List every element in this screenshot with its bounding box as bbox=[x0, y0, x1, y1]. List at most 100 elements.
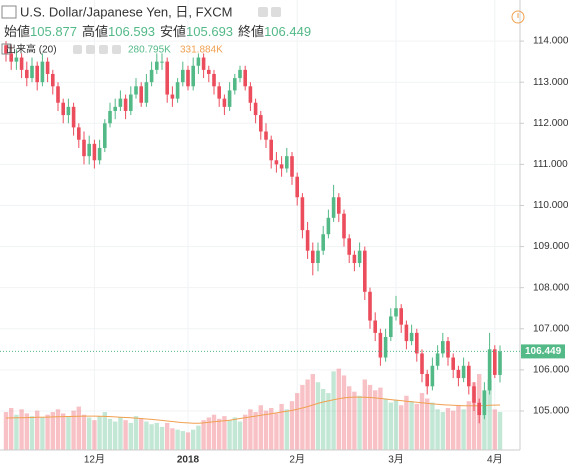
volume-bar bbox=[289, 401, 295, 450]
volume-bar bbox=[180, 431, 185, 450]
candle-body bbox=[451, 357, 455, 370]
volume-bar bbox=[206, 417, 211, 450]
candle-body bbox=[461, 365, 466, 379]
eye-icon[interactable] bbox=[258, 7, 268, 17]
volume-bar bbox=[362, 379, 367, 450]
candle-body bbox=[498, 351, 502, 375]
candle-body bbox=[45, 61, 50, 74]
volume-bar bbox=[357, 395, 362, 450]
volume-bar bbox=[191, 429, 196, 450]
axes: 105.000 106.000 107.000 108.000 109.000 110.0… bbox=[0, 36, 570, 466]
volume-bar bbox=[9, 407, 14, 450]
y-tick-label: 109.000 bbox=[533, 241, 570, 252]
candle-body bbox=[435, 353, 440, 366]
more-icon[interactable] bbox=[112, 45, 121, 54]
volume-bar bbox=[113, 421, 118, 450]
y-tick-label: 110.000 bbox=[533, 200, 569, 211]
candle-body bbox=[326, 217, 331, 235]
volume-bar bbox=[269, 407, 274, 450]
volume-bar bbox=[76, 406, 81, 450]
volume-pane bbox=[3, 368, 503, 450]
volume-bar bbox=[435, 409, 440, 450]
candle-body bbox=[404, 324, 409, 342]
last-price-tag bbox=[521, 344, 565, 359]
volume-bar bbox=[50, 412, 55, 450]
add-icon[interactable] bbox=[99, 45, 108, 54]
volume-bar bbox=[336, 368, 341, 450]
settings-icon[interactable] bbox=[271, 7, 281, 17]
volume-bar bbox=[482, 390, 487, 450]
candle-body bbox=[77, 127, 81, 140]
volume-bar bbox=[352, 391, 357, 450]
candle-body bbox=[175, 82, 180, 99]
x-tick-label: 2018 bbox=[177, 455, 200, 466]
y-tick-label: 111.000 bbox=[533, 159, 568, 170]
candle-body bbox=[399, 308, 403, 325]
candle-body bbox=[35, 65, 39, 83]
candle-body bbox=[409, 332, 414, 342]
alert-icon[interactable] bbox=[511, 10, 525, 24]
candle-body bbox=[160, 61, 164, 63]
volume-bar bbox=[61, 413, 66, 450]
candle-body bbox=[389, 316, 393, 337]
volume-bar bbox=[378, 387, 383, 450]
candle-body bbox=[25, 69, 29, 79]
candle-body bbox=[19, 57, 24, 70]
volume-title: 出来高 (20) bbox=[6, 43, 57, 56]
candle-body bbox=[472, 386, 476, 403]
volume-bar bbox=[185, 432, 191, 450]
x-tick-label: 4月 bbox=[487, 454, 503, 466]
volume-bar bbox=[217, 418, 222, 450]
candle-body bbox=[352, 254, 357, 264]
volume-bar bbox=[425, 398, 430, 450]
candle-body bbox=[357, 250, 362, 264]
volume-bar bbox=[310, 374, 315, 450]
volume-bar bbox=[445, 407, 451, 450]
collapse-icon[interactable] bbox=[1, 5, 17, 19]
candle-body bbox=[425, 373, 429, 387]
volume-bar bbox=[81, 414, 87, 450]
volume-bar bbox=[118, 417, 123, 450]
volume-bar bbox=[232, 417, 237, 450]
volume-bar bbox=[471, 382, 477, 450]
candle-body bbox=[311, 250, 315, 264]
eye-icon[interactable] bbox=[73, 45, 82, 54]
candle-body bbox=[118, 98, 123, 107]
candle-body bbox=[253, 102, 258, 116]
ohlc-value: 106.593 bbox=[108, 24, 155, 39]
candle-body bbox=[430, 365, 435, 387]
candle-body bbox=[134, 86, 138, 95]
candle-body bbox=[170, 94, 175, 99]
candle-body bbox=[108, 110, 112, 124]
candle-body bbox=[295, 176, 299, 198]
settings-icon[interactable] bbox=[86, 45, 95, 54]
volume-bar bbox=[487, 379, 492, 450]
ohlc-value: 105.693 bbox=[186, 24, 233, 39]
candle-body bbox=[66, 106, 71, 116]
volume-bar bbox=[305, 379, 310, 450]
ohlc-label: 高値 bbox=[82, 24, 108, 39]
volume-bar bbox=[258, 405, 263, 450]
volume-bar bbox=[211, 414, 217, 450]
candle-body bbox=[144, 82, 149, 103]
volume-bar bbox=[35, 410, 40, 450]
volume-bar bbox=[55, 409, 61, 450]
candle-body bbox=[217, 86, 221, 99]
volume-bar bbox=[3, 412, 9, 450]
candle-body bbox=[129, 94, 133, 111]
volume-bar bbox=[404, 395, 409, 450]
collapse-icon[interactable] bbox=[1, 43, 11, 55]
candle-body bbox=[487, 349, 492, 391]
candle-body bbox=[4, 45, 8, 54]
y-tick-label: 113.000 bbox=[533, 77, 569, 88]
volume-bar bbox=[440, 412, 445, 450]
candle-body bbox=[71, 106, 76, 128]
volume-bar bbox=[29, 416, 35, 450]
volume-bar bbox=[451, 410, 456, 450]
volume-bar bbox=[92, 420, 97, 450]
last-price-label: 106.449 bbox=[525, 346, 562, 357]
y-tick-label: 107.000 bbox=[533, 323, 570, 334]
candle-body bbox=[30, 65, 34, 79]
volume-bar bbox=[347, 386, 352, 450]
volume-bar bbox=[222, 416, 227, 450]
